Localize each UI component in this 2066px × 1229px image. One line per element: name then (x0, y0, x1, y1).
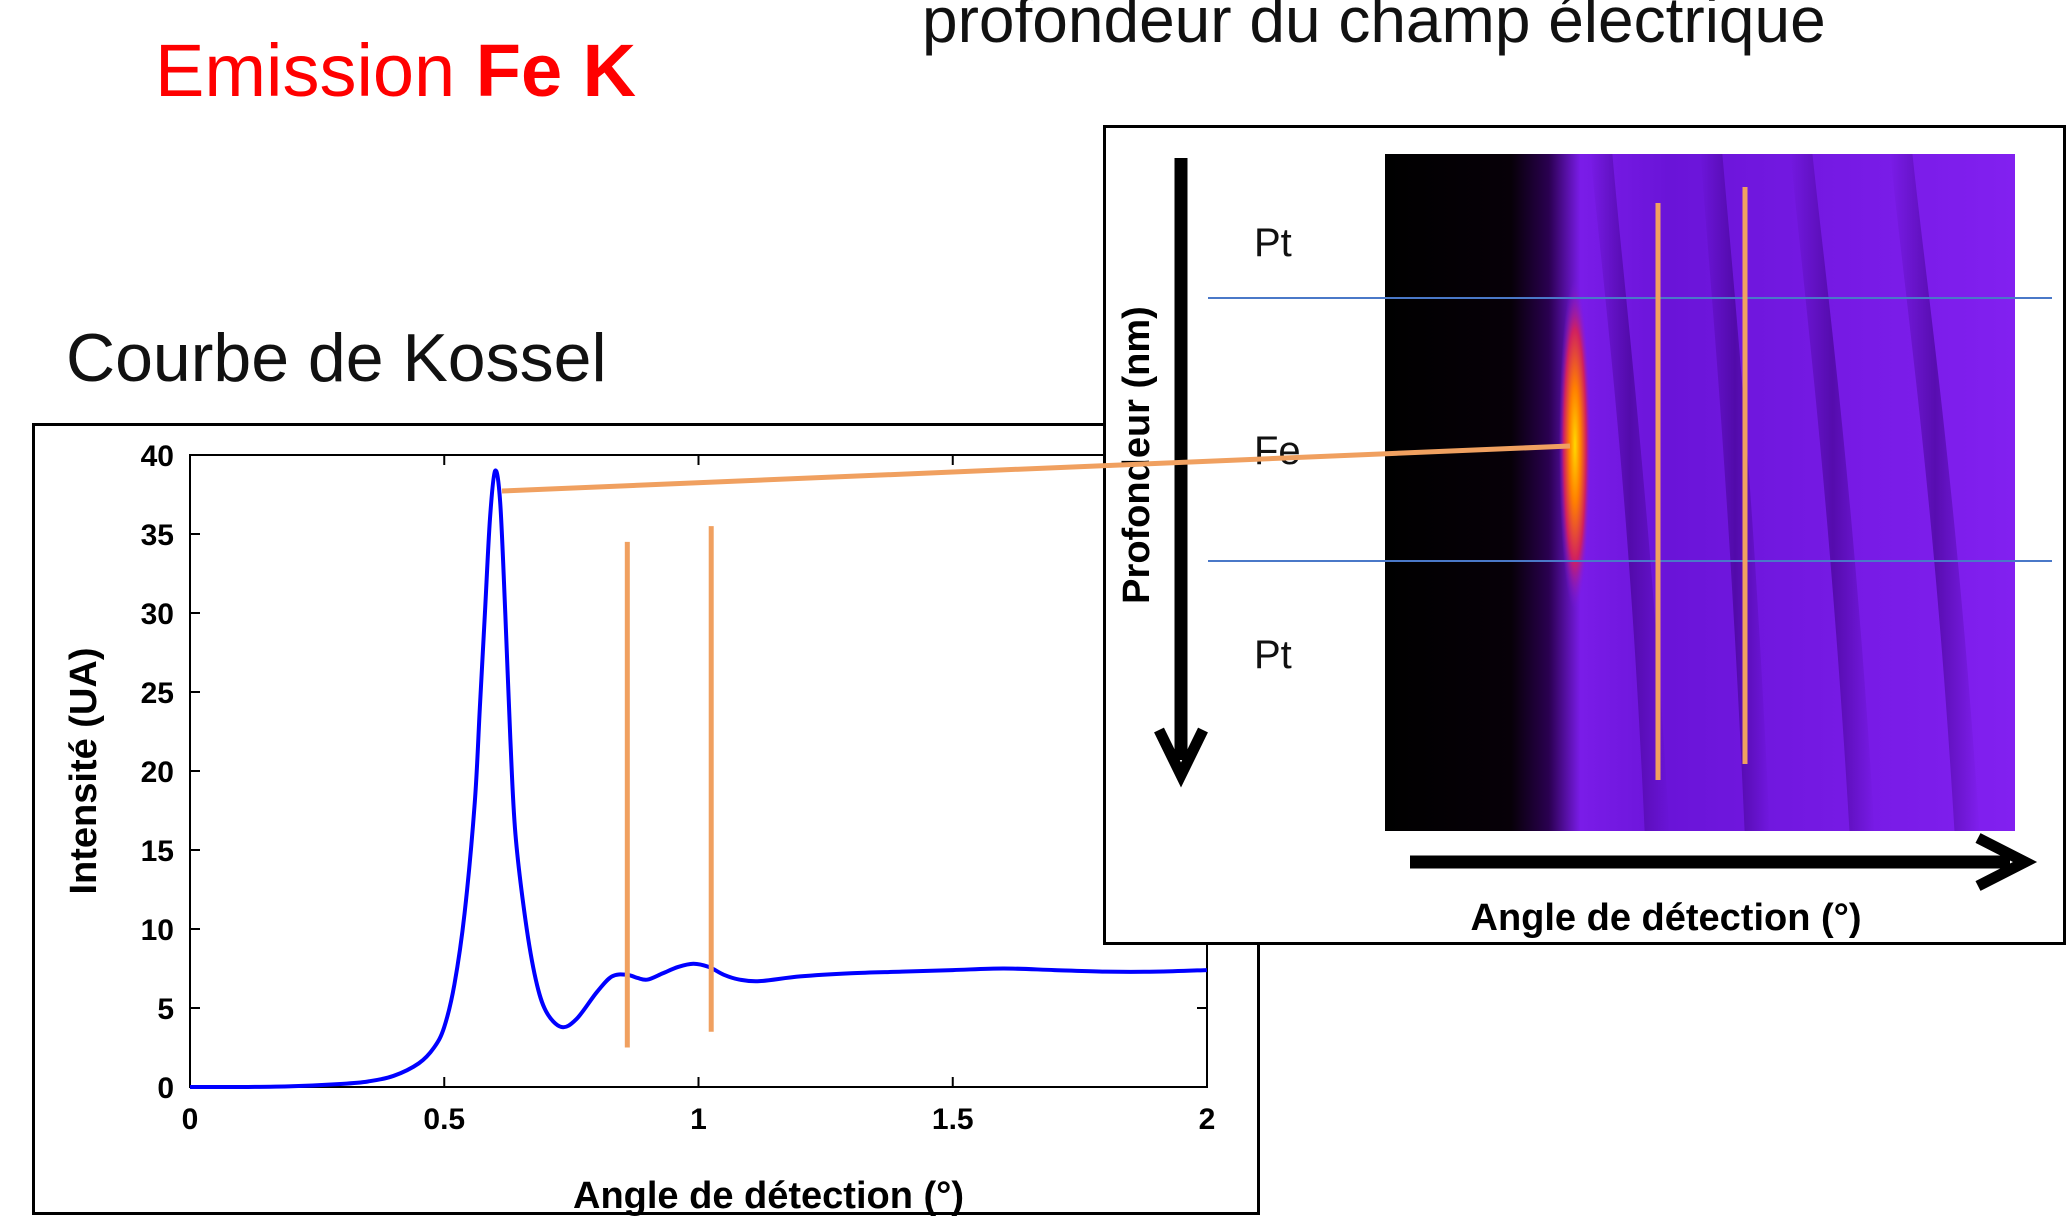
kossel-x-tick-label: 0 (182, 1103, 199, 1136)
kossel-y-tick-label: 40 (141, 440, 174, 473)
kossel-y-tick-label: 0 (157, 1072, 174, 1105)
kossel-x-tick-label: 1.5 (932, 1103, 974, 1136)
depth-map-markers (1655, 187, 1748, 780)
field-depth-title: profondeur du champ électrique (922, 0, 1826, 56)
kossel-y-axis-label: Intensité (UA) (63, 648, 105, 895)
kossel-x-tick-label: 0.5 (423, 1103, 465, 1136)
kossel-y-tick-label: 25 (141, 677, 174, 710)
layer-label-pt-bottom: Pt (1254, 633, 1292, 677)
kossel-x-tick-label: 2 (1199, 1103, 1216, 1136)
kossel-y-tick-label: 35 (141, 519, 174, 552)
emission-element: Fe K (475, 29, 637, 112)
kossel-y-tick-label: 30 (141, 598, 174, 631)
kossel-curve-title: Courbe de Kossel (66, 320, 607, 396)
depth-map-image (1385, 154, 2015, 831)
kossel-y-tick-label: 5 (157, 993, 174, 1026)
depth-map-y-axis-label: Profondeur (nm) (1116, 306, 1158, 604)
emission-prefix: Emission (155, 29, 476, 112)
kossel-chart-frame (32, 423, 1260, 1215)
kossel-x-axis-label: Angle de détection (°) (573, 1175, 964, 1217)
depth-map-x-axis-label: Angle de détection (°) (1471, 897, 1862, 939)
kossel-curve (189, 468, 1208, 1090)
kossel-x-tick-label: 1 (690, 1103, 707, 1136)
kossel-y-tick-label: 15 (141, 835, 174, 868)
peak-connector-line (501, 443, 1571, 494)
layer-boundaries (1208, 297, 2052, 562)
depth-arrow (1154, 158, 1208, 788)
kossel-markers (624, 526, 714, 1048)
layer-label-pt-top: Pt (1254, 221, 1292, 265)
angle-arrow (1410, 833, 2038, 891)
kossel-y-tick-label: 10 (141, 914, 174, 947)
emission-title: Emission Fe K (155, 34, 636, 108)
kossel-y-tick-label: 20 (141, 756, 174, 789)
layer-label-fe: Fe (1254, 429, 1301, 473)
kossel-series-line (189, 468, 1208, 1090)
